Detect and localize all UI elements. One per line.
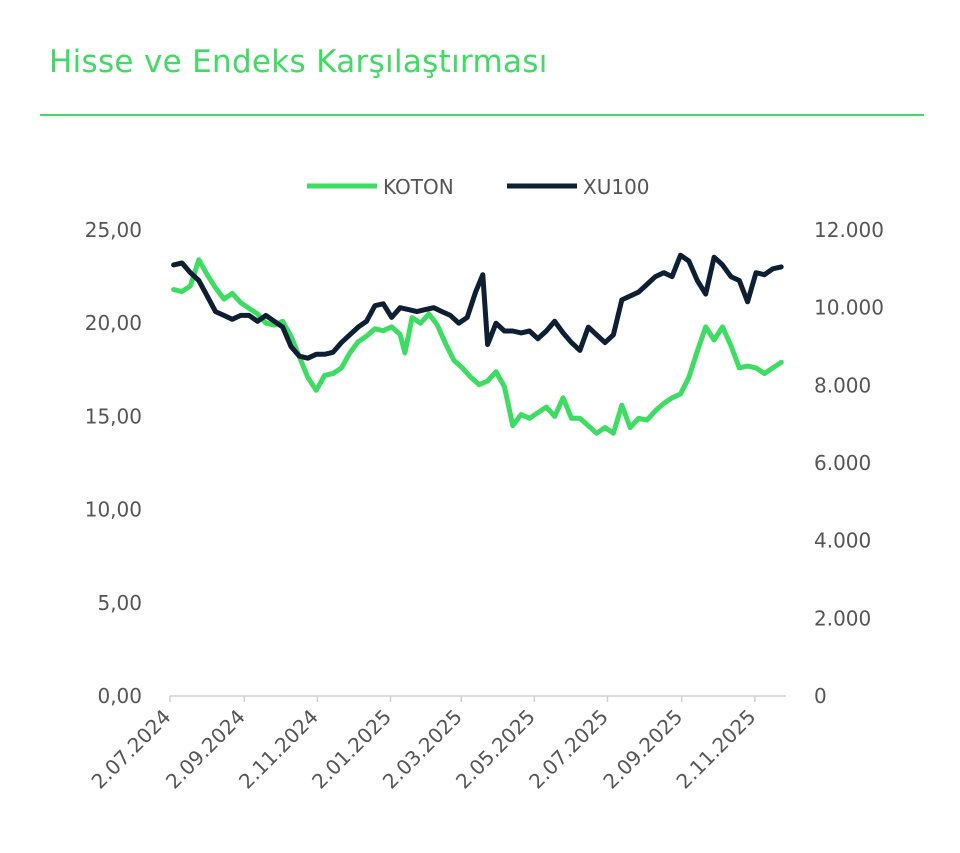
left-axis-ticks: 0,00 5,00 10,00 15,00 20,00 25,00 (85, 218, 142, 708)
x-tick-label: 2.07.2025 (524, 705, 613, 794)
right-tick-label: 8.000 (814, 373, 871, 397)
right-tick-label: 0 (814, 684, 827, 708)
legend-label-xu100: XU100 (583, 175, 650, 199)
right-tick-label: 6.000 (814, 451, 871, 475)
chart-legend: KOTON XU100 (307, 175, 650, 199)
left-tick-label: 5,00 (97, 591, 142, 615)
right-tick-label: 10.000 (814, 296, 884, 320)
right-tick-label: 12.000 (814, 218, 884, 242)
right-axis-ticks: 0 2.000 4.000 6.000 8.000 10.000 12.000 (814, 218, 884, 708)
series-layer (171, 252, 784, 436)
x-axis-ticks: 2.07.20242.09.20242.11.20242.01.20252.03… (87, 696, 760, 794)
series-line-xu100 (171, 252, 784, 361)
right-tick-label: 4.000 (814, 529, 871, 553)
left-tick-label: 10,00 (85, 498, 142, 522)
title-divider (40, 114, 924, 116)
legend-label-koton: KOTON (383, 175, 454, 199)
left-tick-label: 0,00 (97, 684, 142, 708)
x-tick-label: 2.11.2025 (671, 705, 760, 794)
right-tick-label: 2.000 (814, 606, 871, 630)
left-tick-label: 25,00 (85, 218, 142, 242)
left-tick-label: 20,00 (85, 311, 142, 335)
page-title: Hisse ve Endeks Karşılaştırması (49, 44, 548, 80)
x-tick-label: 2.07.2024 (87, 705, 176, 794)
left-tick-label: 15,00 (85, 404, 142, 428)
